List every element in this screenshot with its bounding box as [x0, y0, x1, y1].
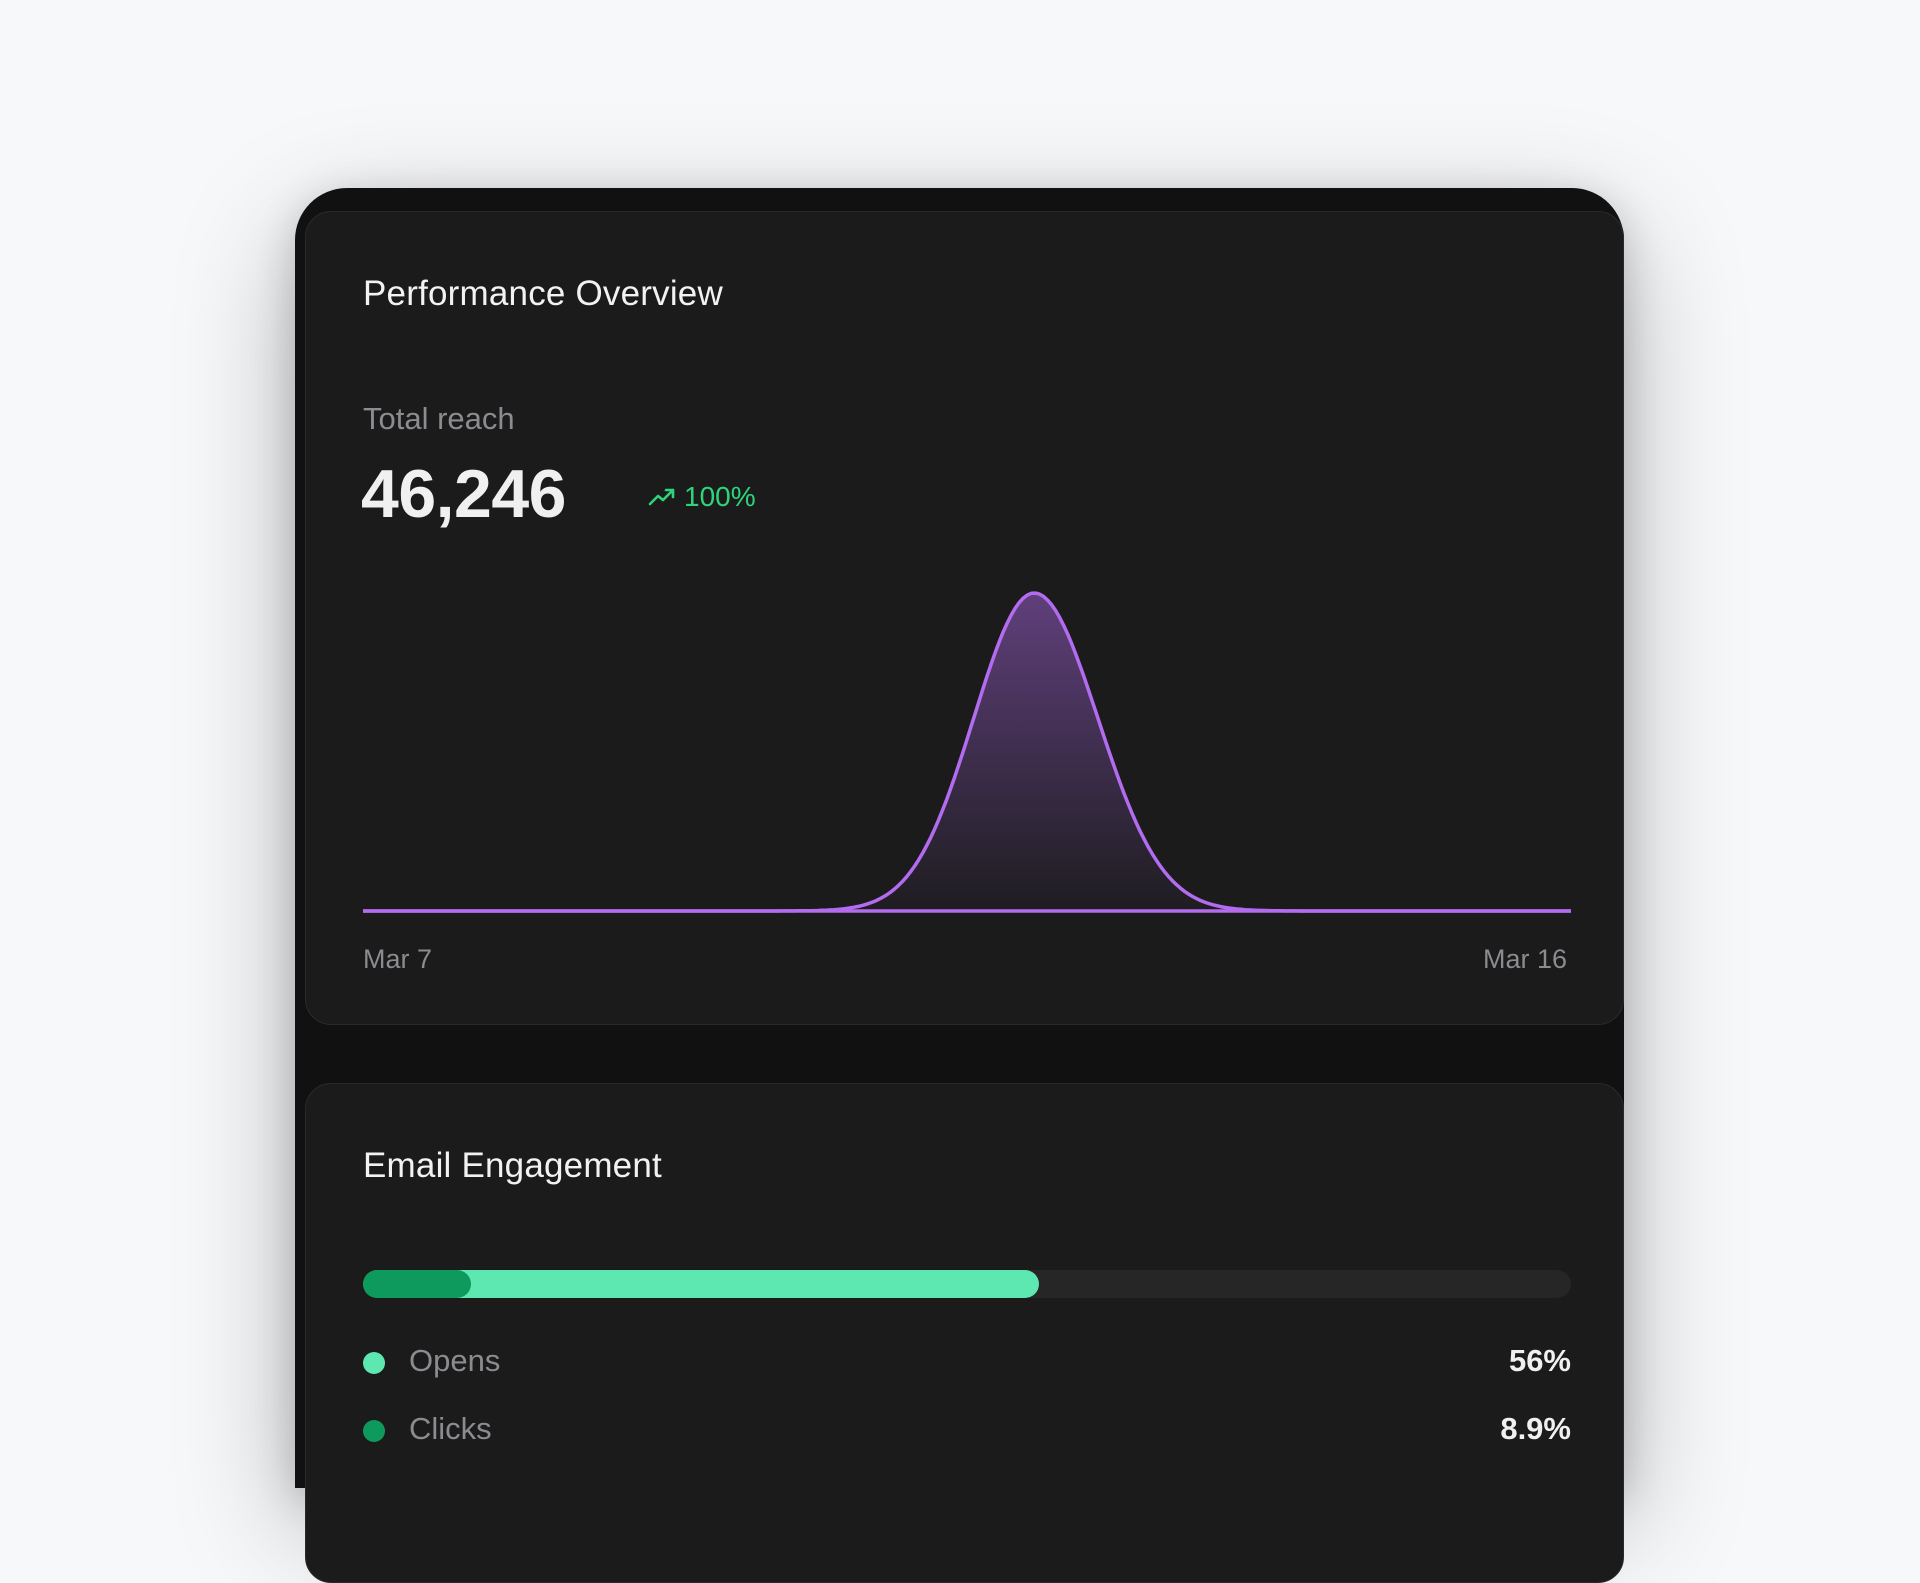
clicks-dot-icon [363, 1420, 385, 1442]
performance-card: Performance Overview Total reach 46,246 … [305, 211, 1624, 1025]
trend-value: 100% [684, 481, 756, 512]
x-axis-start-label: Mar 7 [363, 944, 433, 974]
legend-row-clicks: Clicks 8.9% [363, 1410, 1571, 1450]
reach-area-fill [363, 593, 1571, 911]
legend-row-opens: Opens 56% [363, 1342, 1571, 1382]
engagement-progress-bar [363, 1270, 1571, 1298]
trending-up-icon [648, 486, 676, 508]
trend-badge: 100% [648, 481, 756, 513]
total-reach-value: 46,246 [361, 456, 566, 532]
dashboard-device: Performance Overview Total reach 46,246 … [295, 188, 1624, 1583]
clicks-bar-fill [363, 1270, 471, 1298]
total-reach-label: Total reach [363, 401, 515, 436]
opens-value: 56% [1508, 1343, 1571, 1378]
email-engagement-card: Email Engagement Opens 56% Clicks 8.9% [305, 1083, 1624, 1583]
opens-dot-icon [363, 1352, 385, 1374]
email-engagement-title: Email Engagement [363, 1146, 662, 1185]
opens-bar-fill [363, 1270, 1040, 1298]
clicks-label: Clicks [409, 1411, 492, 1446]
opens-label: Opens [409, 1343, 501, 1378]
x-axis-end-label: Mar 16 [1482, 944, 1567, 974]
performance-title: Performance Overview [363, 274, 723, 313]
clicks-value: 8.9% [1500, 1411, 1571, 1446]
reach-area-chart [363, 591, 1571, 913]
reach-series-line [363, 591, 1571, 913]
